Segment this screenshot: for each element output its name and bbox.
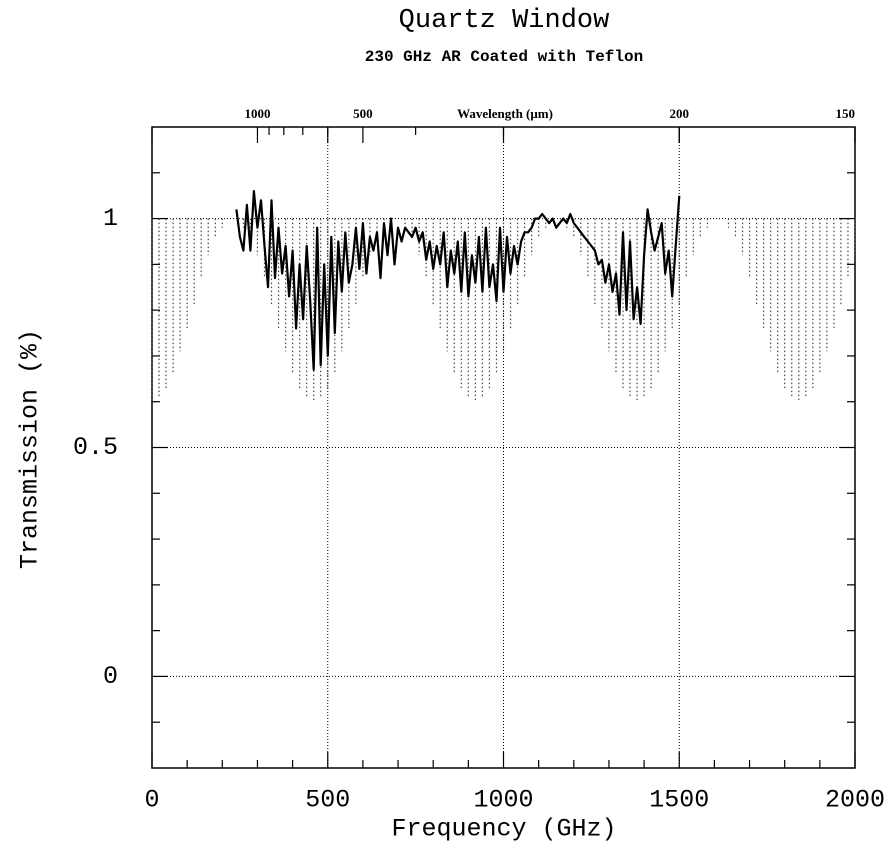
y-axis-label: Transmission (%) — [16, 329, 45, 569]
y-tick-label: 0 — [103, 662, 118, 691]
y-tick-label: 1 — [103, 204, 118, 233]
measured-line — [235, 190, 681, 371]
x-tick-label: 500 — [305, 786, 350, 815]
x-tick-label: 0 — [144, 786, 159, 815]
x-axis-label: Frequency (GHz) — [391, 815, 616, 844]
x-tick-label: 1000 — [473, 786, 533, 815]
x2-tick-label: 150 — [836, 106, 856, 121]
x-tick-label: 1500 — [649, 786, 709, 815]
x2-tick-label: 500 — [353, 106, 373, 121]
x2-tick-label: 200 — [670, 106, 690, 121]
x2-tick-label: 1000 — [244, 106, 270, 121]
y-tick-label: 0.5 — [73, 433, 118, 462]
x2-axis-label: Wavelength (μm) — [457, 106, 553, 121]
x-tick-label: 2000 — [825, 786, 885, 815]
chart-subtitle: 230 GHz AR Coated with Teflon — [365, 48, 643, 66]
chart-title: Quartz Window — [399, 6, 610, 36]
